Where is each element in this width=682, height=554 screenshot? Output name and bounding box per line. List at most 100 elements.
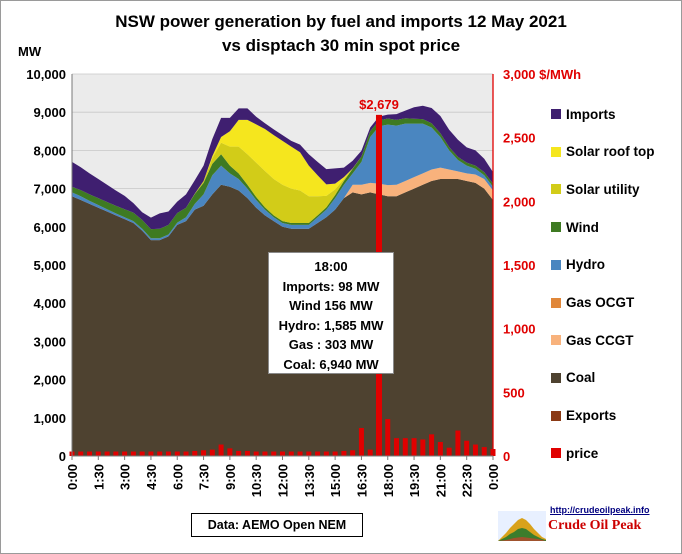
price-bar bbox=[262, 451, 268, 456]
y-right-tick-label: 1,000 bbox=[503, 322, 536, 337]
legend-swatch bbox=[551, 410, 561, 421]
y-right-tick-label: 1,500 bbox=[503, 258, 536, 273]
x-tick-label: 0:00 bbox=[65, 464, 80, 490]
price-bar bbox=[306, 451, 312, 456]
area-gas-ccgt bbox=[72, 167, 493, 241]
area-hydro bbox=[72, 123, 493, 241]
price-bar bbox=[297, 451, 303, 456]
logo-name: Crude Oil Peak bbox=[548, 518, 642, 533]
price-bar bbox=[411, 438, 417, 456]
price-bar bbox=[95, 451, 101, 456]
annotation-box: 18:00 Imports: 98 MW Wind 156 MW Hydro: … bbox=[268, 252, 394, 374]
legend-label: price bbox=[566, 445, 599, 461]
price-bar bbox=[157, 451, 163, 456]
price-bar bbox=[183, 451, 189, 456]
legend-item-gas-ocgt: Gas OCGT bbox=[551, 293, 634, 313]
peak-price-label: $2,679 bbox=[359, 97, 399, 112]
price-bar bbox=[139, 451, 145, 456]
price-bar bbox=[122, 451, 128, 456]
y-left-tick-label: 8,000 bbox=[33, 143, 66, 158]
price-bar bbox=[385, 419, 391, 456]
y-left-tick-label: 1,000 bbox=[33, 411, 66, 426]
area-solar-roof bbox=[72, 118, 493, 230]
source-label: Data: AEMO Open NEM bbox=[191, 513, 363, 537]
y-left-tick-label: 0 bbox=[59, 449, 66, 464]
legend-label: Imports bbox=[566, 106, 616, 122]
legend-swatch bbox=[551, 335, 561, 346]
legend-item-hydro: Hydro bbox=[551, 255, 605, 275]
price-bar bbox=[113, 451, 119, 456]
y-right-tick-label: 3,000 $/MWh bbox=[503, 67, 581, 82]
price-bar bbox=[446, 447, 452, 456]
x-tick-label: 7:30 bbox=[197, 464, 212, 490]
chart-title: NSW power generation by fuel and imports… bbox=[0, 10, 682, 58]
y-left-tick-label: 9,000 bbox=[33, 105, 66, 120]
area-solar-utility bbox=[72, 118, 493, 230]
annotation-wind: Wind 156 MW bbox=[289, 298, 373, 313]
legend-swatch bbox=[551, 222, 561, 233]
y-right-tick-label: 2,000 bbox=[503, 194, 536, 209]
x-tick-label: 9:00 bbox=[223, 464, 238, 490]
price-bar bbox=[358, 427, 364, 456]
price-bar bbox=[402, 438, 408, 456]
price-bar bbox=[341, 450, 347, 456]
tick-labels: 0 1,000 2,000 3,000 4,000 5,000 6,000 7,000 8,00… bbox=[26, 67, 581, 497]
x-tick-label: 4:30 bbox=[144, 464, 159, 490]
x-tick-label: 3:00 bbox=[118, 464, 133, 490]
annotation-gas: Gas : 303 MW bbox=[288, 337, 374, 352]
price-bar bbox=[420, 439, 426, 456]
legend-swatch bbox=[551, 372, 561, 383]
y-axis-left-unit: MW bbox=[18, 44, 42, 59]
chart-title-line1: NSW power generation by fuel and imports… bbox=[115, 12, 567, 31]
price-bar bbox=[323, 451, 329, 456]
price-bar bbox=[394, 438, 400, 456]
price-bar bbox=[280, 451, 285, 456]
price-bar bbox=[87, 451, 93, 456]
y-right-tick-label: 500 bbox=[503, 385, 525, 400]
x-tick-label: 13:30 bbox=[302, 464, 317, 497]
legend-label: Gas OCGT bbox=[566, 295, 635, 310]
price-bar bbox=[192, 450, 198, 456]
x-tick-label: 22:30 bbox=[460, 464, 475, 497]
price-bar bbox=[165, 451, 171, 456]
legend-item-exports: Exports bbox=[551, 406, 616, 426]
legend-item-imports: Imports bbox=[551, 104, 616, 124]
x-tick-label: 16:30 bbox=[354, 464, 369, 497]
x-tick-label: 12:00 bbox=[276, 464, 291, 497]
x-tick-label: 10:30 bbox=[249, 464, 264, 497]
price-bar bbox=[472, 444, 478, 456]
annotation-imports: Imports: 98 MW bbox=[282, 278, 380, 294]
price-bar bbox=[236, 450, 242, 456]
x-tick-label: 15:00 bbox=[328, 464, 343, 497]
x-tick-label: 19:30 bbox=[407, 464, 422, 497]
legend-swatch bbox=[551, 184, 561, 195]
legend-label: Gas CCGT bbox=[566, 332, 634, 348]
legend-swatch bbox=[551, 109, 561, 119]
x-tick-label: 1:30 bbox=[91, 464, 106, 490]
oil-peak-logo-icon bbox=[498, 511, 546, 541]
y-left-tick-label: 2,000 bbox=[33, 373, 66, 388]
legend-item-solar-utility: Solar utility bbox=[551, 179, 640, 199]
crude-oil-peak-logo: http://crudeoilpeak.info Crude Oil Peak bbox=[496, 505, 666, 545]
logo-url[interactable]: http://crudeoilpeak.info bbox=[550, 505, 650, 515]
legend-label: Hydro bbox=[566, 257, 606, 273]
price-bar bbox=[481, 447, 487, 456]
price-bar bbox=[315, 451, 321, 456]
price-bar bbox=[271, 451, 277, 456]
price-bar bbox=[209, 449, 215, 456]
price-bar bbox=[367, 449, 373, 456]
legend-label: Solar utility bbox=[566, 181, 640, 197]
legend-item-solar-roof: Solar roof top bbox=[551, 142, 655, 162]
legend-swatch bbox=[551, 297, 561, 308]
legend-swatch bbox=[551, 146, 561, 157]
legend-label: Solar roof top bbox=[566, 144, 655, 160]
y-right-tick-label: 0 bbox=[503, 449, 510, 464]
legend-item-wind: Wind bbox=[551, 217, 599, 237]
price-bar bbox=[201, 450, 207, 456]
price-bar bbox=[350, 450, 356, 456]
price-bar bbox=[332, 451, 338, 456]
legend-label: Coal bbox=[566, 370, 596, 386]
price-bar bbox=[227, 448, 233, 456]
price-bar bbox=[437, 441, 443, 456]
